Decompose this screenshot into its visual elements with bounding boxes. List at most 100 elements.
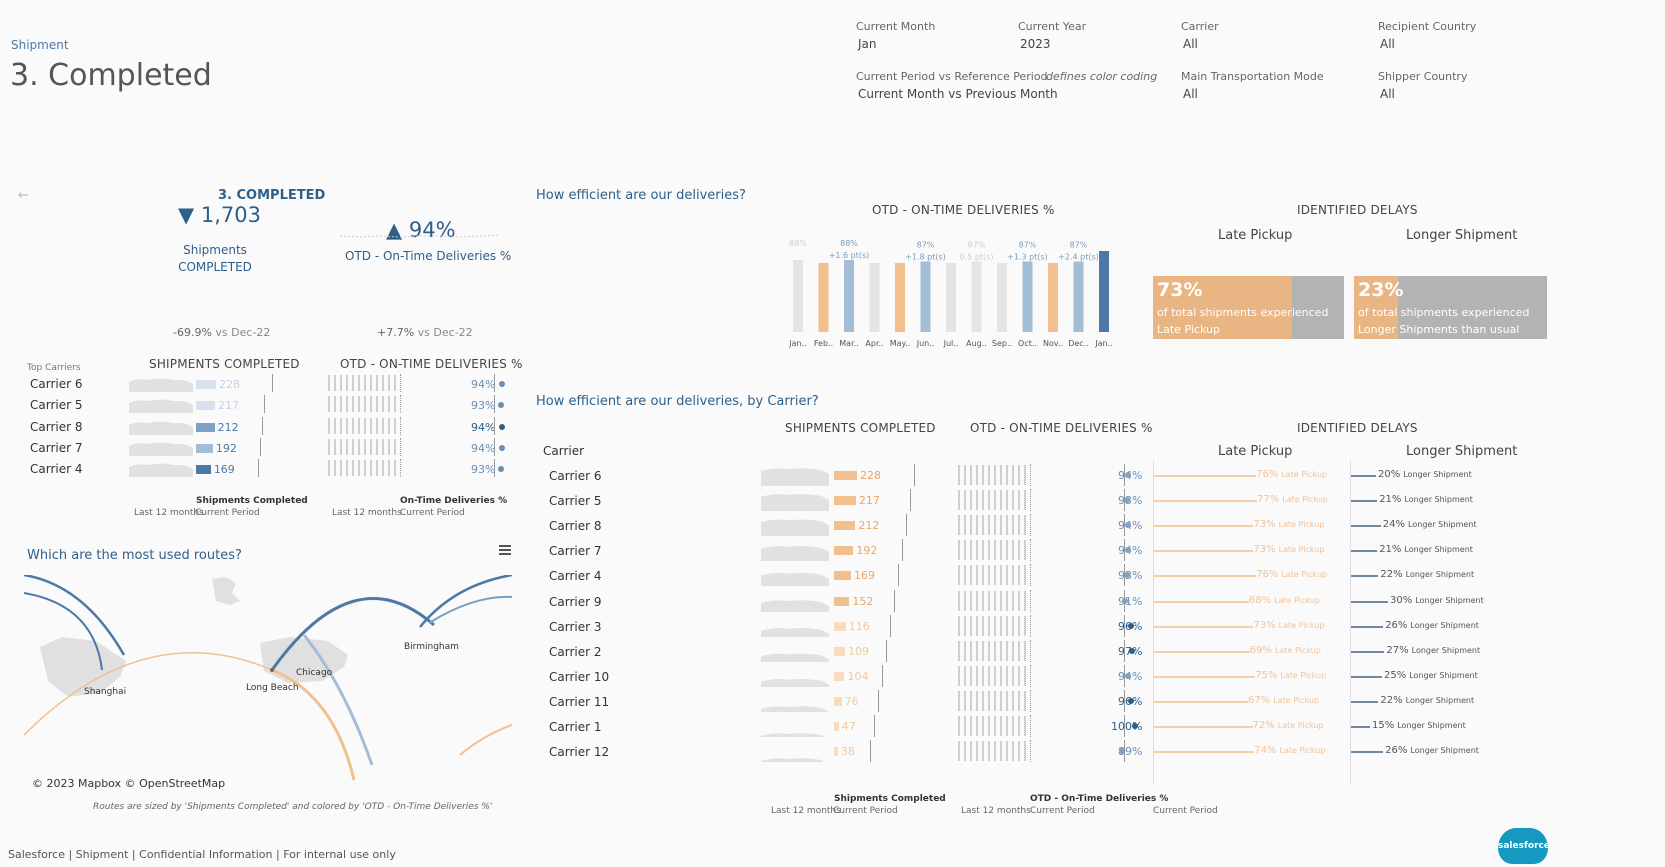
- carrier-row-name[interactable]: Carrier 11: [549, 694, 610, 709]
- shipment-bar[interactable]: [834, 546, 854, 556]
- longer-shipment-line[interactable]: [1350, 751, 1384, 754]
- carrier-row-name[interactable]: Carrier 9: [549, 594, 602, 609]
- late-pickup-line[interactable]: [1153, 500, 1257, 503]
- city-marker[interactable]: [270, 668, 274, 672]
- filter-current-month[interactable]: Current Month Jan: [856, 20, 935, 51]
- route-line[interactable]: [270, 597, 435, 671]
- route-line[interactable]: [302, 634, 374, 766]
- late-pickup-line[interactable]: [1153, 625, 1254, 628]
- route-line[interactable]: [428, 595, 512, 624]
- otd-dot[interactable]: [498, 466, 504, 473]
- otd-bar[interactable]: [920, 261, 931, 333]
- otd-bar[interactable]: [1099, 251, 1109, 332]
- shipment-bar[interactable]: [196, 465, 211, 475]
- filter-value[interactable]: Jan: [858, 37, 877, 51]
- carrier-row-name[interactable]: Carrier 12: [549, 745, 610, 760]
- shipment-bar[interactable]: [834, 646, 845, 656]
- shipment-bar[interactable]: [196, 380, 216, 389]
- shipment-bar[interactable]: [834, 471, 857, 480]
- route-line[interactable]: [24, 575, 126, 656]
- otd-dot[interactable]: [498, 402, 504, 409]
- filter-period-comparison[interactable]: Current Period vs Reference Period Curre…: [856, 70, 1058, 101]
- route-line[interactable]: [459, 724, 512, 756]
- route-line[interactable]: [271, 668, 356, 781]
- late-pickup-line[interactable]: [1153, 751, 1255, 754]
- carrier-row-name[interactable]: Carrier 8: [549, 519, 602, 534]
- shipment-bar[interactable]: [834, 696, 842, 706]
- otd-dot[interactable]: [1124, 497, 1130, 504]
- late-pickup-line[interactable]: [1153, 600, 1249, 603]
- route-line[interactable]: [24, 592, 103, 671]
- filter-shipper-country[interactable]: Shipper Country All: [1378, 70, 1467, 101]
- filter-recipient-country[interactable]: Recipient Country All: [1378, 20, 1476, 51]
- carrier-row-name[interactable]: Carrier 3: [549, 619, 602, 634]
- longer-shipment-line[interactable]: [1350, 475, 1376, 477]
- filter-value[interactable]: All: [1183, 37, 1198, 51]
- otd-dot[interactable]: [1128, 647, 1135, 654]
- carrier-row-name[interactable]: Carrier 4: [549, 569, 602, 584]
- carrier-row-name[interactable]: Carrier 1: [549, 720, 602, 734]
- otd-bar[interactable]: [1022, 261, 1033, 333]
- shipment-bar[interactable]: [834, 596, 850, 606]
- otd-dot[interactable]: [1125, 472, 1132, 478]
- carrier-column-header[interactable]: Carrier: [543, 444, 585, 458]
- longer-shipment-line[interactable]: [1350, 550, 1378, 553]
- carrier-name[interactable]: Carrier 4: [30, 462, 83, 477]
- longer-shipment-line[interactable]: [1350, 625, 1384, 628]
- routes-map[interactable]: Shanghai Long Beach Chicago Birmingham: [24, 575, 512, 785]
- otd-dot[interactable]: [499, 423, 505, 430]
- longer-shipment-line[interactable]: [1350, 675, 1382, 678]
- carrier-row-name[interactable]: Carrier 7: [549, 544, 602, 559]
- carrier-row-name[interactable]: Carrier 10: [549, 669, 610, 684]
- otd-bar[interactable]: [818, 263, 829, 332]
- otd-dot[interactable]: [1125, 547, 1132, 554]
- shipment-bar[interactable]: [834, 621, 846, 631]
- filter-current-year[interactable]: Current Year 2023: [1018, 20, 1086, 51]
- breadcrumb[interactable]: Shipment: [11, 38, 69, 52]
- otd-bar[interactable]: [1073, 261, 1084, 333]
- route-line[interactable]: [24, 652, 273, 736]
- carrier-row-name[interactable]: Carrier 6: [549, 469, 602, 483]
- hamburger-menu-icon[interactable]: [499, 545, 511, 555]
- longer-shipment-line[interactable]: [1350, 726, 1370, 728]
- filter-value[interactable]: All: [1380, 87, 1395, 101]
- shipment-bar[interactable]: [834, 496, 856, 506]
- otd-dot[interactable]: [499, 381, 505, 387]
- late-pickup-line[interactable]: [1153, 726, 1253, 728]
- otd-bar[interactable]: [895, 263, 905, 332]
- carrier-name[interactable]: Carrier 6: [30, 377, 83, 391]
- carrier-row-name[interactable]: Carrier 5: [549, 494, 602, 509]
- otd-dot[interactable]: [1125, 522, 1132, 529]
- carrier-row-name[interactable]: Carrier 2: [549, 644, 602, 659]
- otd-dot[interactable]: [1127, 697, 1134, 704]
- otd-dot[interactable]: [499, 444, 505, 451]
- longer-shipment-card[interactable]: 23% of total shipments experienced Longe…: [1354, 276, 1547, 339]
- filter-value[interactable]: All: [1380, 37, 1395, 51]
- shipment-bar[interactable]: [196, 443, 213, 453]
- otd-bar[interactable]: [946, 263, 956, 332]
- late-pickup-line[interactable]: [1153, 525, 1254, 528]
- otd-bar[interactable]: [793, 260, 803, 332]
- filter-value[interactable]: 2023: [1020, 37, 1051, 51]
- filter-value[interactable]: Current Month vs Previous Month: [858, 87, 1058, 101]
- shipment-bar[interactable]: [834, 521, 856, 531]
- late-pickup-line[interactable]: [1153, 575, 1257, 578]
- otd-dot[interactable]: [1124, 572, 1130, 579]
- map-attribution[interactable]: © 2023 Mapbox © OpenStreetMap: [32, 777, 226, 790]
- otd-dot[interactable]: [1132, 723, 1139, 729]
- late-pickup-line[interactable]: [1153, 700, 1248, 703]
- longer-shipment-line[interactable]: [1350, 700, 1379, 703]
- shipment-bar[interactable]: [834, 722, 839, 731]
- late-pickup-card[interactable]: 73% of total shipments experienced Late …: [1153, 276, 1344, 339]
- shipment-bar[interactable]: [834, 571, 852, 581]
- otd-dot[interactable]: [1125, 672, 1132, 679]
- longer-shipment-line[interactable]: [1350, 500, 1378, 503]
- otd-bar[interactable]: [844, 260, 854, 332]
- late-pickup-line[interactable]: [1153, 675, 1256, 678]
- carrier-name[interactable]: Carrier 5: [30, 398, 83, 413]
- arrow-left-icon[interactable]: ←: [18, 188, 29, 203]
- shipment-bar[interactable]: [196, 401, 216, 411]
- carrier-name[interactable]: Carrier 7: [30, 440, 83, 455]
- filter-carrier[interactable]: Carrier All: [1181, 20, 1219, 51]
- otd-bar[interactable]: [971, 261, 982, 333]
